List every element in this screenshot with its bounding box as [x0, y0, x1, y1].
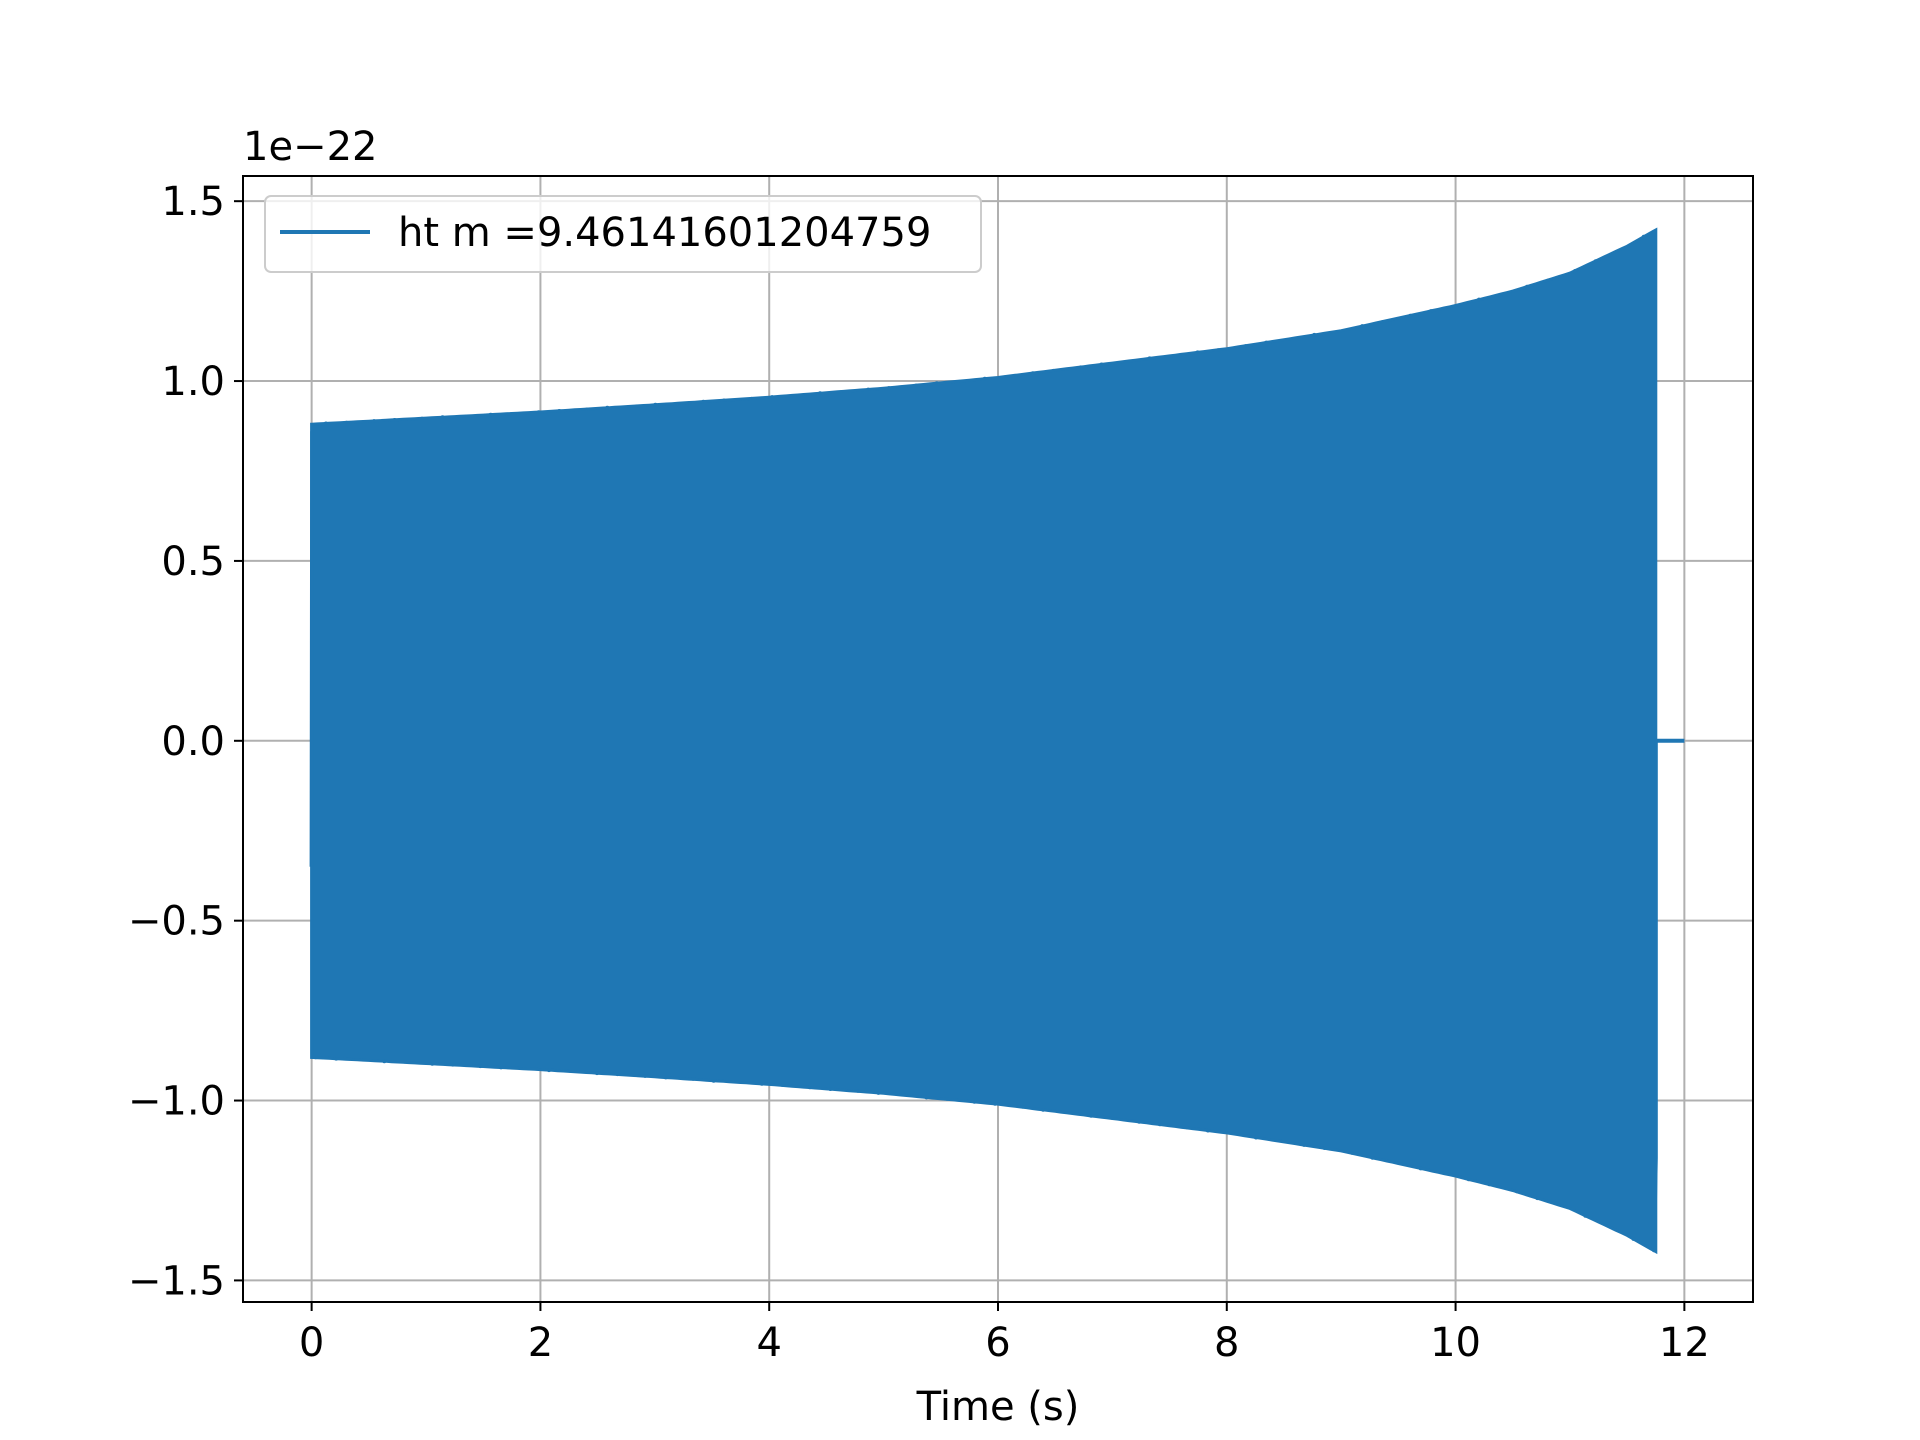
- y-tick-label: −1.5: [128, 1258, 225, 1304]
- series-layer: [309, 227, 1685, 1255]
- y-offset-label: 1e−22: [243, 124, 377, 170]
- x-tick-label: 12: [1659, 1320, 1710, 1366]
- legend: ht m =9.46141601204759: [264, 195, 982, 273]
- y-tick-label: 1.5: [161, 179, 225, 225]
- x-axis-label: Time (s): [916, 1384, 1080, 1430]
- y-tick-label: 0.5: [161, 539, 225, 585]
- x-tick-label: 2: [528, 1320, 553, 1366]
- y-tick-label: −0.5: [128, 899, 225, 945]
- y-axis-ticks: −1.5 −1.0 −0.5 0.0 0.5 1.0 1.5: [128, 179, 243, 1304]
- series-envelope-fill: [310, 227, 1658, 1255]
- x-tick-label: 6: [985, 1320, 1010, 1366]
- x-axis-ticks: 0 2 4 6 8 10 12: [299, 1302, 1710, 1366]
- y-tick-label: 0.0: [161, 719, 225, 765]
- legend-box: [264, 195, 982, 273]
- y-tick-label: 1.0: [161, 359, 225, 405]
- x-tick-label: 4: [756, 1320, 781, 1366]
- legend-label: ht m =9.46141601204759: [398, 210, 931, 256]
- x-tick-label: 0: [299, 1320, 324, 1366]
- x-tick-label: 8: [1214, 1320, 1239, 1366]
- x-tick-label: 10: [1430, 1320, 1481, 1366]
- y-tick-label: −1.0: [128, 1079, 225, 1125]
